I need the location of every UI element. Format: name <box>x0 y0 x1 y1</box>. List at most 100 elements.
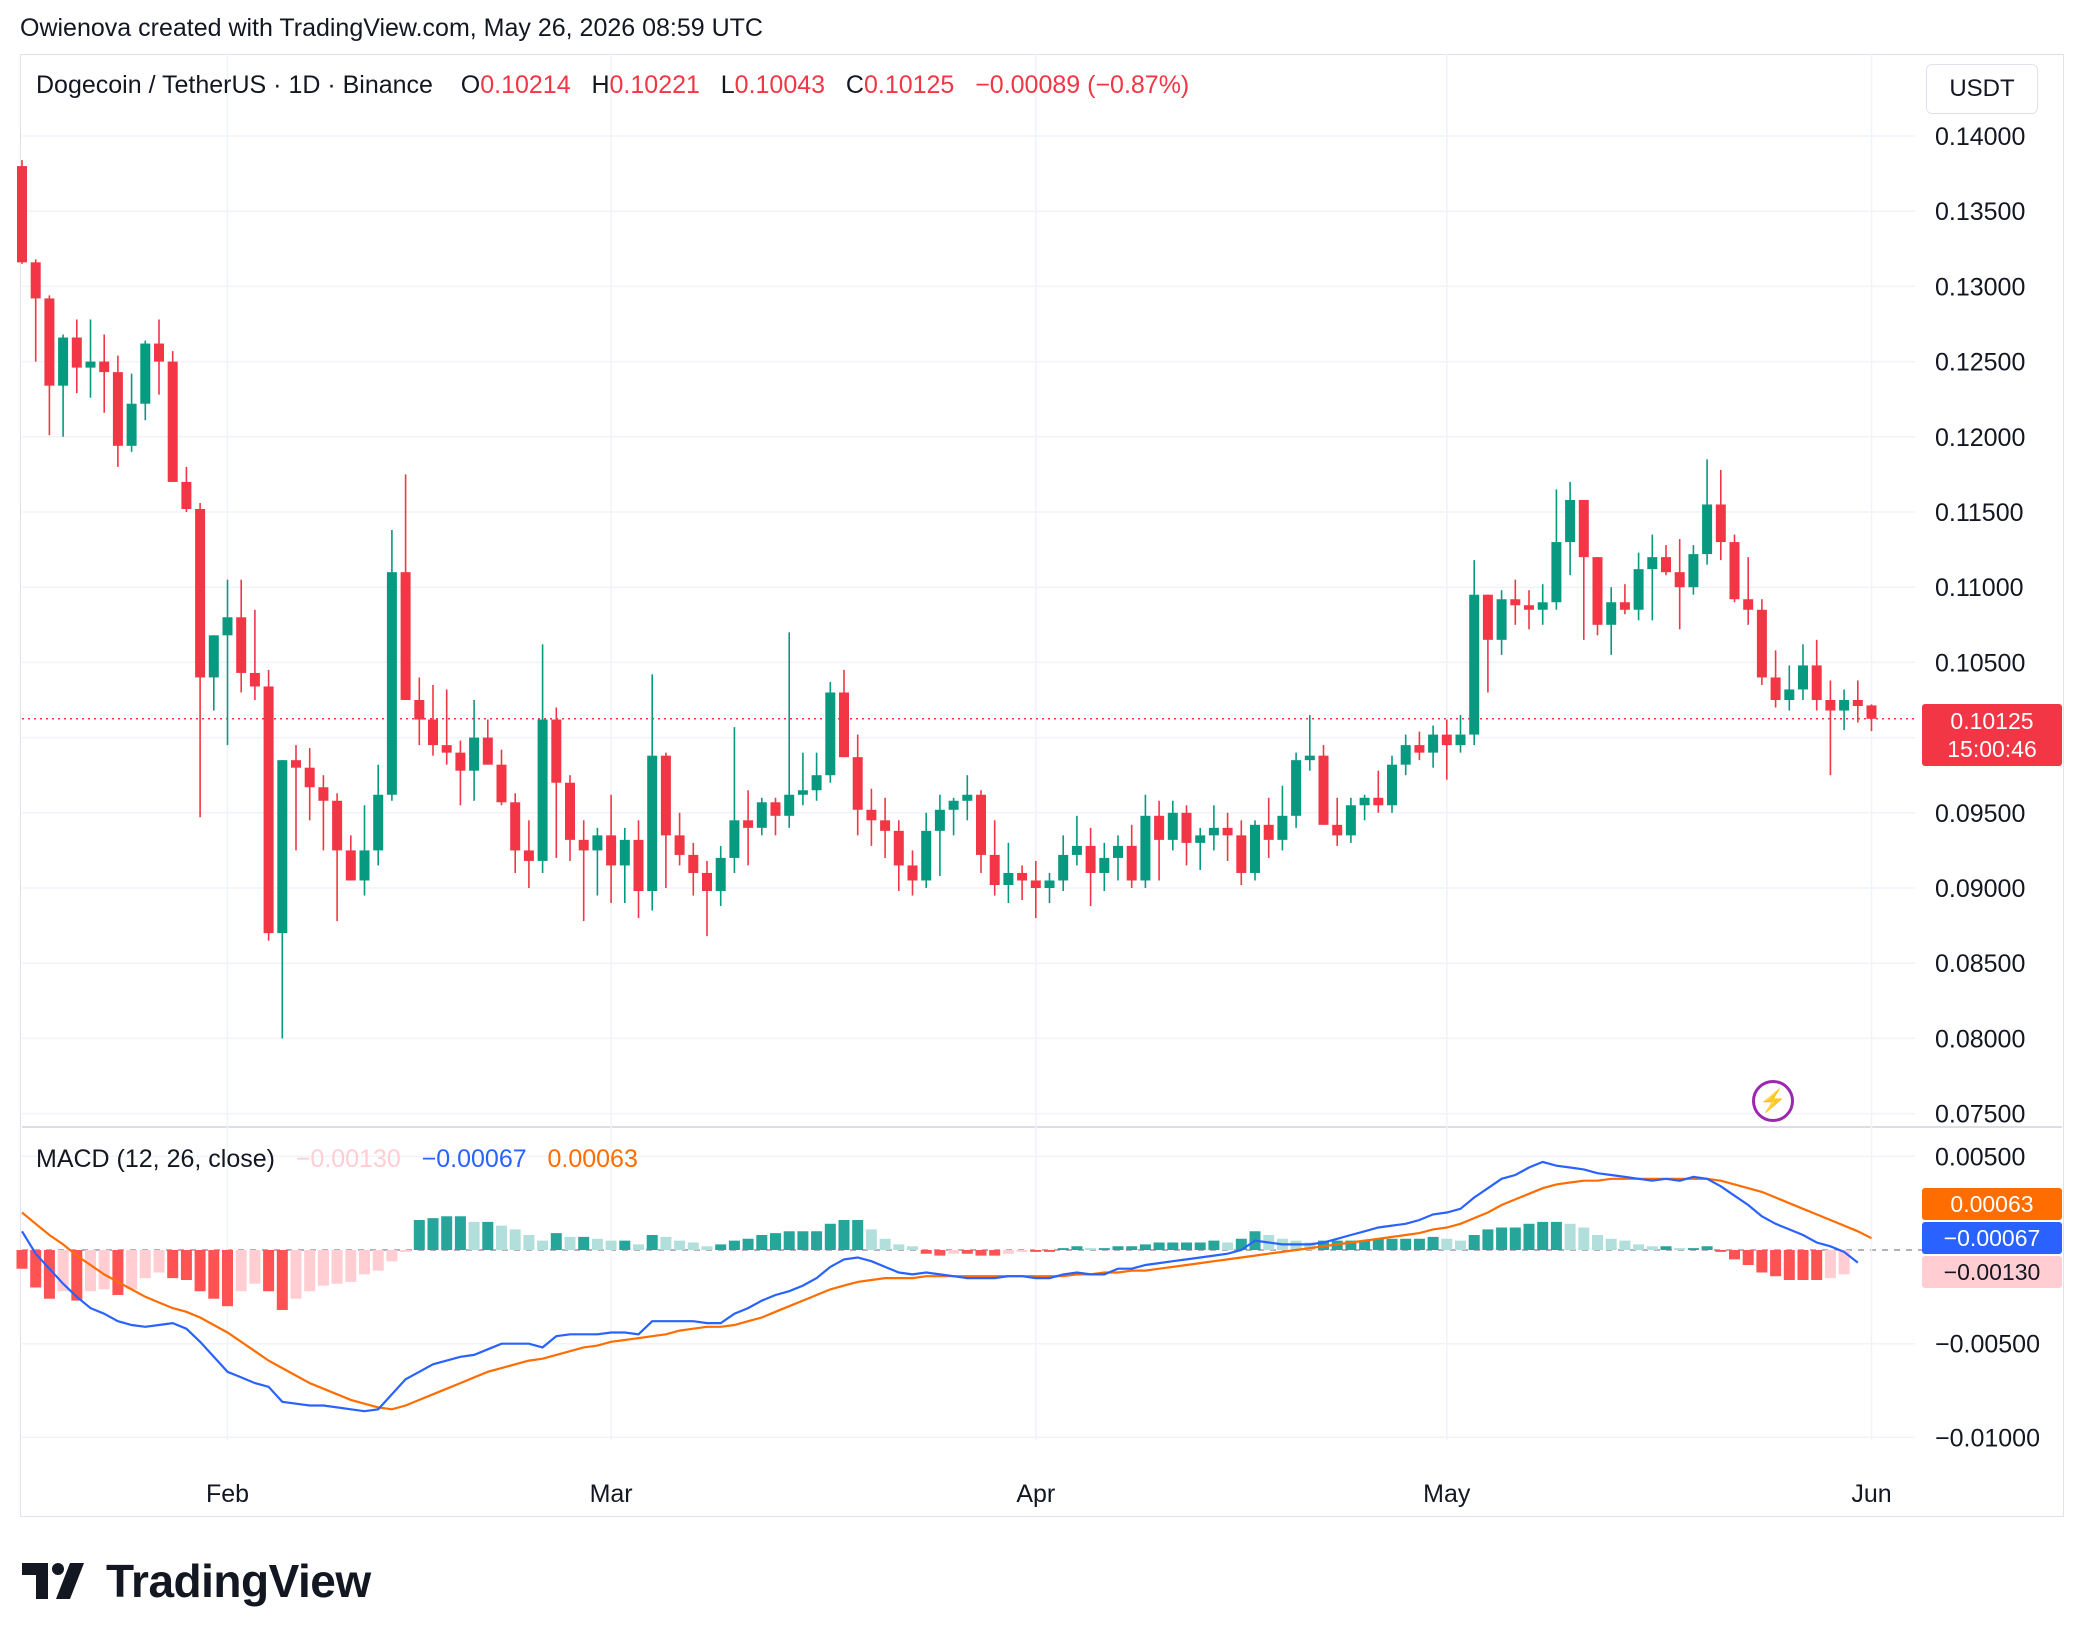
macd-histogram-bar <box>222 1250 233 1307</box>
candle <box>1126 824 1137 888</box>
candle <box>1551 489 1562 610</box>
candle-body <box>1044 880 1055 888</box>
macd-histogram-bar <box>71 1250 83 1301</box>
candle-body <box>112 372 123 446</box>
candle-body <box>1510 599 1521 606</box>
macd-histogram-bar <box>317 1250 329 1286</box>
candle <box>167 351 178 482</box>
macd-histogram-bar <box>578 1236 590 1250</box>
candle <box>140 340 151 421</box>
candle <box>428 684 438 756</box>
candle-body <box>1250 824 1260 873</box>
macd-histogram-bar <box>715 1244 727 1250</box>
macd-histogram <box>16 1216 1850 1310</box>
macd-histogram-bar <box>1633 1244 1645 1250</box>
candle <box>1510 579 1521 625</box>
candle <box>1756 599 1767 685</box>
macd-histogram-bar <box>1715 1250 1727 1252</box>
macd-histogram-bar <box>550 1233 562 1250</box>
last-price-label: 0.10125 15:00:46 <box>1922 704 2062 766</box>
candle <box>71 319 82 394</box>
candle <box>976 790 986 873</box>
high-value: 0.10221 <box>609 71 700 99</box>
candle-body <box>1688 554 1699 588</box>
macd-histogram-bar <box>1427 1236 1439 1250</box>
macd-histogram-bar <box>1783 1250 1795 1280</box>
candle-body <box>181 481 192 509</box>
candle <box>674 812 685 866</box>
price-tick-label: 0.08500 <box>1935 950 2025 978</box>
macd-title[interactable]: MACD (12, 26, close) <box>36 1145 275 1173</box>
macd-histogram-bar <box>482 1221 494 1250</box>
candle-body <box>1099 857 1110 873</box>
candle-body <box>1318 755 1329 825</box>
candle-body <box>1770 677 1781 700</box>
macd-histogram-bar <box>1729 1250 1740 1260</box>
candle-body <box>893 830 904 866</box>
candle-body <box>1154 815 1165 840</box>
candle-body <box>674 835 685 855</box>
macd-histogram-bar <box>783 1231 795 1250</box>
macd-histogram-bar <box>454 1216 466 1250</box>
candle-body <box>44 298 55 386</box>
candle-body <box>647 755 658 892</box>
candle-body <box>1414 745 1425 753</box>
macd-histogram-bar <box>194 1250 206 1292</box>
macd-histogram-bar <box>43 1250 55 1299</box>
candle <box>1250 820 1260 881</box>
bar-countdown: 15:00:46 <box>1947 736 2037 762</box>
macd-histogram-bar <box>30 1250 42 1288</box>
candle <box>770 797 781 836</box>
currency-button[interactable]: USDT <box>1926 64 2038 114</box>
chart-credit: Owienova created with TradingView.com, M… <box>20 14 763 42</box>
time-tick-label: Apr <box>1016 1480 1055 1508</box>
macd-histogram-bar <box>1112 1246 1124 1250</box>
candle <box>1359 794 1370 821</box>
candle-body <box>1195 835 1206 843</box>
macd-histogram-bar <box>619 1240 631 1250</box>
candle-body <box>1606 602 1617 625</box>
macd-histogram-bar <box>1002 1250 1014 1254</box>
candle <box>85 319 96 398</box>
candle-body <box>1592 557 1603 625</box>
symbol-title[interactable]: Dogecoin / TetherUS · 1D · Binance <box>36 71 433 99</box>
candle-body <box>304 767 315 788</box>
lightning-icon[interactable]: ⚡ <box>1752 1080 1794 1122</box>
candle <box>565 775 575 861</box>
candle-body <box>414 700 425 720</box>
candle-body <box>1455 734 1466 746</box>
candle <box>1236 820 1247 885</box>
candle <box>921 812 932 888</box>
candle-body <box>1619 602 1630 610</box>
candle <box>44 295 55 436</box>
macd-histogram-bar <box>1030 1250 1042 1252</box>
candle <box>1140 794 1151 888</box>
macd-histogram-bar <box>1797 1250 1809 1280</box>
macd-histogram-bar <box>1400 1238 1412 1250</box>
candle <box>948 797 959 836</box>
candle-body <box>1482 594 1493 640</box>
macd-histogram-bar <box>496 1225 507 1250</box>
candle-body <box>1825 700 1836 711</box>
candle <box>1222 812 1233 861</box>
candle <box>1318 745 1329 825</box>
candle-body <box>1441 734 1452 746</box>
macd-histogram-bar <box>660 1236 672 1250</box>
candle-body <box>619 839 630 866</box>
close-value: 0.10125 <box>863 71 955 99</box>
macd-histogram-bar <box>290 1250 302 1299</box>
candle <box>30 259 41 362</box>
candle <box>291 745 301 851</box>
candle-body <box>1647 557 1658 570</box>
candle-body <box>1373 797 1384 806</box>
candle <box>1181 805 1192 866</box>
candle <box>1345 797 1356 843</box>
macd-histogram-bar <box>1098 1248 1110 1250</box>
candle-body <box>195 508 206 678</box>
macd-histogram-bar <box>1742 1250 1754 1265</box>
candle <box>400 474 411 700</box>
candle <box>359 805 370 896</box>
candle-body <box>551 719 562 783</box>
candle-body <box>1798 665 1808 690</box>
